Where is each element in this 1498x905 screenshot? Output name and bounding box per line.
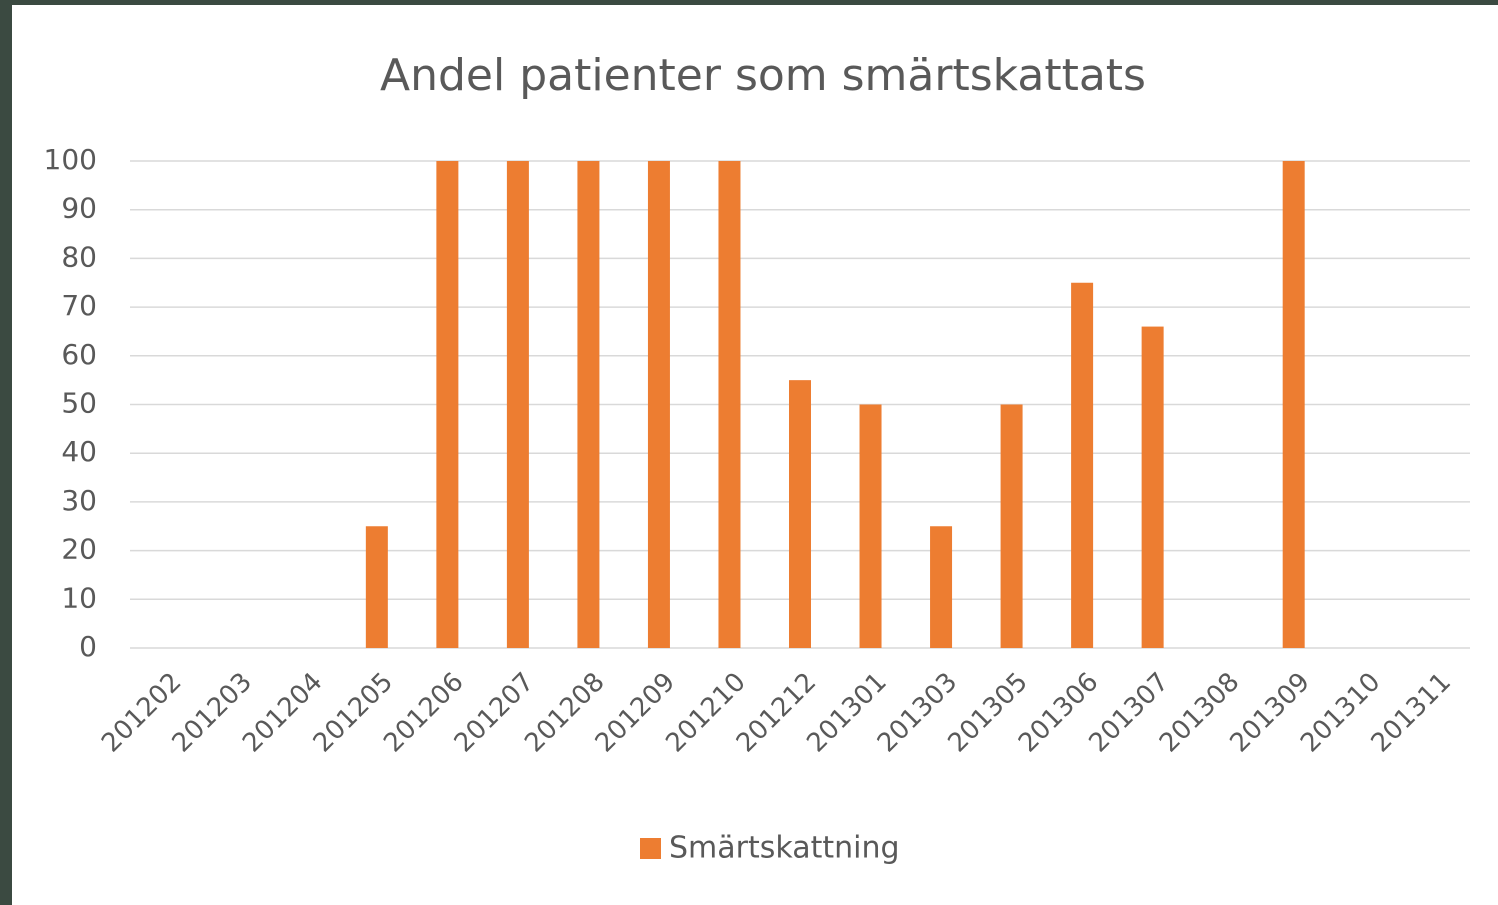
legend-swatch — [640, 838, 661, 859]
chart-background — [12, 5, 1498, 905]
bar — [647, 161, 670, 648]
bar — [577, 161, 600, 648]
chart-title: Andel patienter som smärtskattats — [380, 50, 1146, 101]
y-tick-label: 20 — [61, 533, 97, 566]
bar — [930, 526, 953, 648]
legend-label: Smärtskattning — [669, 831, 900, 866]
bar — [365, 526, 388, 648]
y-tick-label: 100 — [44, 143, 97, 176]
y-tick-label: 10 — [61, 581, 97, 614]
y-tick-label: 40 — [61, 435, 97, 468]
bar — [1071, 282, 1094, 648]
y-tick-label: 80 — [61, 240, 97, 273]
y-tick-label: 70 — [61, 289, 97, 322]
bar — [1141, 326, 1164, 648]
y-tick-label: 0 — [79, 630, 97, 663]
y-tick-label: 60 — [61, 338, 97, 371]
bar — [789, 380, 811, 648]
bar — [1282, 161, 1305, 648]
bar — [1000, 404, 1023, 648]
bar — [436, 161, 459, 648]
bar — [718, 161, 741, 648]
y-tick-label: 50 — [61, 387, 97, 420]
bar — [859, 404, 882, 648]
y-tick-label: 90 — [61, 192, 97, 225]
y-tick-label: 30 — [61, 484, 97, 517]
bar — [506, 161, 529, 648]
